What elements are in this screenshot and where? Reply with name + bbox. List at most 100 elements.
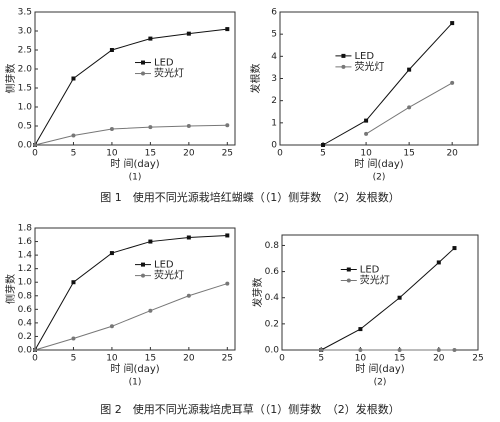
x-axis-label: 时 间(day) <box>355 362 404 375</box>
y-tick-label: 0.0 <box>18 346 33 356</box>
plot-frame <box>34 11 236 146</box>
x-tick-label: 10 <box>106 149 118 159</box>
x-tick-label: 15 <box>403 149 414 159</box>
marker <box>358 348 363 352</box>
y-tick-label: 3 <box>271 74 277 84</box>
legend-marker <box>141 71 145 76</box>
y-tick-label: 1.8 <box>18 224 33 234</box>
y-tick-label: 0.4 <box>18 318 33 328</box>
y-tick-label: 0.8 <box>265 241 280 251</box>
marker <box>33 348 37 352</box>
marker <box>397 348 402 352</box>
marker <box>148 125 153 130</box>
sublabel: (2) <box>373 173 386 183</box>
y-axis-label: 发根数 <box>249 64 262 94</box>
marker <box>364 131 369 136</box>
caption: 图 1 使用不同光源栽培红蝴蝶（（1）侧芽数 （2）发根数） <box>100 190 400 204</box>
y-tick-label: 2 <box>271 96 277 106</box>
x-tick-label: 5 <box>71 149 77 159</box>
y-tick-label: 2.0 <box>18 65 33 75</box>
series-line <box>34 283 228 351</box>
x-tick-label: 20 <box>183 149 195 159</box>
x-tick-label: 15 <box>145 149 156 159</box>
legend-marker <box>141 262 145 267</box>
marker <box>109 324 114 329</box>
y-tick-label: 0.2 <box>265 319 279 329</box>
x-tick-label: 0 <box>279 354 285 364</box>
marker <box>452 348 457 352</box>
x-tick-label: 20 <box>433 354 445 364</box>
y-tick-label: 1.5 <box>18 84 32 94</box>
sublabel: (1) <box>129 378 142 388</box>
y-tick-label: 1.0 <box>18 278 33 288</box>
caption: 图 2 使用不同光源栽培虎耳草（（1）侧芽数 （2）发根数） <box>100 402 400 416</box>
x-tick-label: 10 <box>106 354 118 364</box>
x-tick-label: 25 <box>222 354 233 364</box>
x-tick-label: 0 <box>277 149 283 159</box>
series-line <box>320 247 455 351</box>
y-axis-label: 侧芽数 <box>4 274 17 304</box>
marker <box>186 293 191 298</box>
y-tick-label: 0.4 <box>265 293 280 303</box>
legend-label: 荧光灯 <box>154 67 184 80</box>
marker <box>186 124 191 128</box>
y-tick-label: 1.0 <box>18 103 33 113</box>
x-tick-label: 0 <box>32 149 38 159</box>
legend-marker <box>346 267 351 272</box>
marker <box>397 295 402 300</box>
x-tick-label: 10 <box>360 149 372 159</box>
marker <box>225 123 230 128</box>
x-tick-label: 20 <box>446 149 458 159</box>
y-tick-label: 0.6 <box>18 305 33 315</box>
marker <box>450 80 455 85</box>
x-axis-label: 时 间(day) <box>354 157 403 170</box>
x-tick-label: 15 <box>145 354 156 364</box>
y-tick-label: 0 <box>271 141 277 151</box>
marker <box>225 27 230 32</box>
marker <box>450 21 455 26</box>
legend-marker <box>141 273 145 278</box>
marker <box>225 281 230 286</box>
marker <box>148 308 153 313</box>
series-line <box>34 124 228 146</box>
x-axis-label: 时 间(day) <box>110 362 159 375</box>
marker <box>71 133 76 138</box>
marker <box>452 246 457 251</box>
marker <box>109 127 114 132</box>
marker <box>321 143 326 147</box>
legend-label: LED <box>360 265 380 276</box>
legend-label: 荧光灯 <box>360 274 390 287</box>
y-tick-label: 0.2 <box>18 332 32 342</box>
y-tick-label: 1.4 <box>18 251 33 261</box>
y-tick-label: 0.5 <box>18 122 32 132</box>
marker <box>436 260 441 265</box>
y-tick-label: 4 <box>271 52 277 62</box>
plot-frame <box>279 11 479 146</box>
marker <box>109 251 114 256</box>
x-tick-label: 5 <box>71 354 77 364</box>
marker <box>148 36 153 41</box>
x-tick-label: 0 <box>32 354 38 364</box>
x-tick-label: 15 <box>394 354 405 364</box>
marker <box>33 143 37 147</box>
y-tick-label: 3.0 <box>18 27 33 37</box>
legend-label: LED <box>154 58 174 69</box>
marker <box>186 235 191 240</box>
y-tick-label: 6 <box>271 8 277 18</box>
legend-label: 荧光灯 <box>354 60 384 73</box>
x-tick-label: 25 <box>222 149 233 159</box>
x-axis-label: 时 间(day) <box>110 157 159 170</box>
series-line <box>34 28 228 146</box>
y-tick-label: 0.0 <box>265 346 280 356</box>
x-tick-label: 20 <box>183 354 195 364</box>
legend-marker <box>341 53 346 58</box>
y-axis-label: 发芽数 <box>251 278 264 308</box>
y-tick-label: 0.0 <box>18 141 33 151</box>
marker <box>407 105 412 110</box>
marker <box>148 239 153 244</box>
x-tick-label: 10 <box>355 354 367 364</box>
y-tick-label: 0.6 <box>265 267 280 277</box>
series-line <box>322 22 453 146</box>
sublabel: (2) <box>374 378 387 388</box>
